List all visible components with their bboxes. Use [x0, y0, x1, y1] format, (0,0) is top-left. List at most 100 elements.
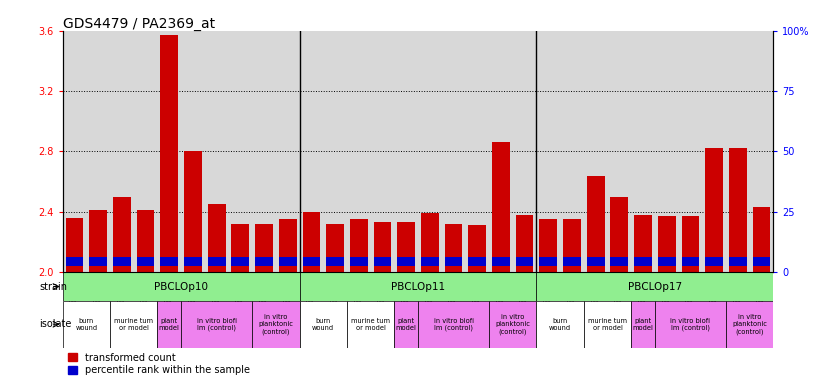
Text: in vitro
planktonic
(control): in vitro planktonic (control) [732, 314, 767, 334]
Bar [726, 301, 773, 348]
Bar [539, 219, 557, 272]
Bar [492, 257, 510, 266]
Bar [255, 224, 273, 272]
Bar [418, 301, 489, 348]
Bar [113, 197, 130, 272]
Bar [752, 257, 770, 266]
Bar [516, 215, 533, 272]
Bar [303, 257, 320, 266]
Text: murine tum
or model: murine tum or model [588, 318, 627, 331]
Bar [137, 210, 155, 272]
Bar [279, 219, 297, 272]
Bar [681, 216, 699, 272]
Text: in vitro biofi
lm (control): in vitro biofi lm (control) [670, 318, 711, 331]
Bar [157, 301, 181, 348]
Bar [563, 219, 581, 272]
Bar [208, 257, 226, 266]
Bar [326, 257, 344, 266]
Bar [655, 301, 726, 348]
Bar [252, 301, 299, 348]
Bar [729, 149, 747, 272]
Bar [587, 175, 604, 272]
Bar [181, 301, 252, 348]
Bar [161, 257, 178, 266]
Bar [397, 257, 415, 266]
Bar [397, 222, 415, 272]
Bar [350, 219, 368, 272]
Bar [326, 224, 344, 272]
Text: PBCLOp11: PBCLOp11 [391, 281, 445, 291]
Bar [184, 257, 201, 266]
Bar [208, 204, 226, 272]
Text: PBCLOp17: PBCLOp17 [628, 281, 682, 291]
Bar [539, 257, 557, 266]
Bar [610, 257, 628, 266]
Bar [563, 257, 581, 266]
Bar [350, 257, 368, 266]
Bar [63, 301, 110, 348]
Text: in vitro biofi
lm (control): in vitro biofi lm (control) [196, 318, 237, 331]
Bar [631, 301, 655, 348]
Text: isolate: isolate [39, 319, 71, 329]
Bar [279, 257, 297, 266]
Bar [137, 257, 155, 266]
Bar [63, 272, 299, 301]
Bar [303, 212, 320, 272]
Bar [113, 257, 130, 266]
Text: burn
wound: burn wound [549, 318, 571, 331]
Bar [537, 301, 584, 348]
Bar [184, 151, 201, 272]
Bar [658, 216, 675, 272]
Bar [445, 257, 462, 266]
Bar [255, 257, 273, 266]
Bar [468, 257, 486, 266]
Text: PBCLOp10: PBCLOp10 [154, 281, 208, 291]
Bar [706, 257, 723, 266]
Text: plant
model: plant model [633, 318, 654, 331]
Bar [537, 272, 773, 301]
Text: plant
model: plant model [159, 318, 180, 331]
Bar [752, 207, 770, 272]
Text: burn
wound: burn wound [312, 318, 334, 331]
Bar [161, 35, 178, 272]
Bar [374, 257, 391, 266]
Bar [66, 218, 84, 272]
Bar [706, 149, 723, 272]
Bar [489, 301, 537, 348]
Bar [635, 257, 652, 266]
Bar [421, 257, 439, 266]
Bar [492, 142, 510, 272]
Bar [232, 257, 249, 266]
Text: strain: strain [39, 281, 67, 291]
Bar [658, 257, 675, 266]
Text: plant
model: plant model [395, 318, 416, 331]
Bar [110, 301, 157, 348]
Bar [445, 224, 462, 272]
Bar [610, 197, 628, 272]
Bar [89, 257, 107, 266]
Bar [635, 215, 652, 272]
Bar [729, 257, 747, 266]
Text: in vitro
planktonic
(control): in vitro planktonic (control) [258, 314, 293, 334]
Text: murine tum
or model: murine tum or model [115, 318, 153, 331]
Bar [395, 301, 418, 348]
Bar [468, 225, 486, 272]
Bar [374, 222, 391, 272]
Bar [299, 301, 347, 348]
Text: GDS4479 / PA2369_at: GDS4479 / PA2369_at [63, 17, 215, 31]
Bar [299, 272, 537, 301]
Text: murine tum
or model: murine tum or model [351, 318, 390, 331]
Text: burn
wound: burn wound [75, 318, 98, 331]
Bar [516, 257, 533, 266]
Bar [232, 224, 249, 272]
Bar [584, 301, 631, 348]
Bar [89, 210, 107, 272]
Bar [681, 257, 699, 266]
Bar [347, 301, 395, 348]
Bar [587, 257, 604, 266]
Legend: transformed count, percentile rank within the sample: transformed count, percentile rank withi… [68, 353, 250, 376]
Text: in vitro biofi
lm (control): in vitro biofi lm (control) [434, 318, 473, 331]
Text: in vitro
planktonic
(control): in vitro planktonic (control) [495, 314, 530, 334]
Bar [66, 257, 84, 266]
Bar [421, 214, 439, 272]
